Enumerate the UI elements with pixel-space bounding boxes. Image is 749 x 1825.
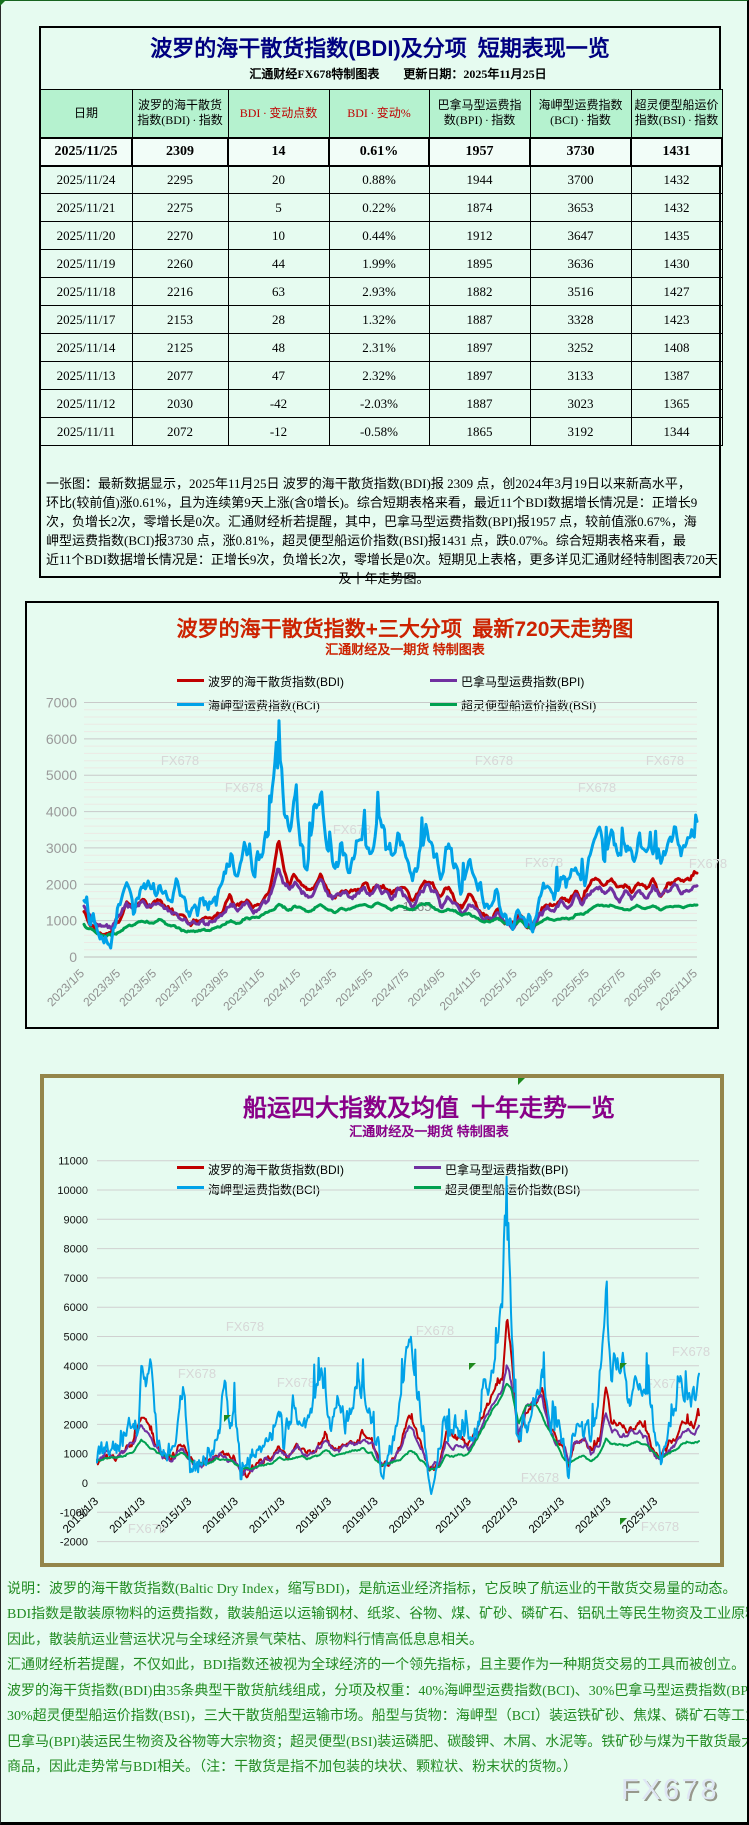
svg-text:4000: 4000 — [46, 804, 77, 820]
svg-text:FX678: FX678 — [225, 780, 263, 795]
svg-text:6000: 6000 — [64, 1302, 88, 1314]
svg-text:3000: 3000 — [64, 1390, 88, 1402]
svg-text:FX678: FX678 — [578, 780, 616, 795]
svg-text:FX678: FX678 — [689, 856, 727, 871]
svg-text:4000: 4000 — [64, 1361, 88, 1373]
svg-text:2024/1/3: 2024/1/3 — [573, 1496, 613, 1536]
svg-text:FX678: FX678 — [128, 1521, 166, 1536]
svg-text:2021/1/3: 2021/1/3 — [434, 1496, 474, 1536]
svg-text:2022/1/3: 2022/1/3 — [480, 1496, 520, 1536]
svg-text:FX678: FX678 — [645, 1376, 683, 1391]
svg-text:FX678: FX678 — [277, 1375, 315, 1390]
svg-text:2016/1/3: 2016/1/3 — [201, 1496, 241, 1536]
svg-text:FX678: FX678 — [475, 753, 513, 768]
svg-text:FX678: FX678 — [525, 855, 563, 870]
svg-text:2000: 2000 — [46, 876, 77, 892]
svg-text:7000: 7000 — [46, 695, 77, 711]
svg-text:6000: 6000 — [46, 731, 77, 747]
svg-text:2017/1/3: 2017/1/3 — [247, 1496, 287, 1536]
svg-text:7000: 7000 — [64, 1273, 88, 1285]
svg-text:FX678: FX678 — [226, 1319, 264, 1334]
svg-text:8000: 8000 — [64, 1244, 88, 1256]
svg-text:FX678: FX678 — [641, 1519, 679, 1534]
svg-text:3000: 3000 — [46, 840, 77, 856]
svg-text:2023/1/3: 2023/1/3 — [527, 1496, 567, 1536]
svg-text:10000: 10000 — [57, 1185, 88, 1197]
svg-text:9000: 9000 — [64, 1214, 88, 1226]
svg-text:0: 0 — [69, 949, 77, 965]
svg-text:-1000: -1000 — [60, 1507, 88, 1519]
svg-text:FX678: FX678 — [416, 1323, 454, 1338]
svg-text:11000: 11000 — [58, 1156, 88, 1168]
svg-text:FX678: FX678 — [646, 753, 684, 768]
svg-text:5000: 5000 — [64, 1332, 88, 1344]
svg-text:FX678: FX678 — [672, 1344, 710, 1359]
svg-text:2020/1/3: 2020/1/3 — [387, 1496, 427, 1536]
svg-text:2019/1/3: 2019/1/3 — [341, 1496, 381, 1536]
svg-text:FX678: FX678 — [521, 1470, 559, 1485]
svg-text:FX678: FX678 — [178, 1366, 216, 1381]
svg-text:1000: 1000 — [46, 913, 77, 929]
svg-text:0: 0 — [82, 1478, 88, 1490]
svg-text:2000: 2000 — [64, 1419, 88, 1431]
svg-text:-2000: -2000 — [60, 1537, 88, 1549]
svg-text:FX678: FX678 — [161, 753, 199, 768]
svg-text:2018/1/3: 2018/1/3 — [294, 1496, 334, 1536]
svg-text:5000: 5000 — [46, 767, 77, 783]
svg-text:1000: 1000 — [64, 1449, 88, 1461]
